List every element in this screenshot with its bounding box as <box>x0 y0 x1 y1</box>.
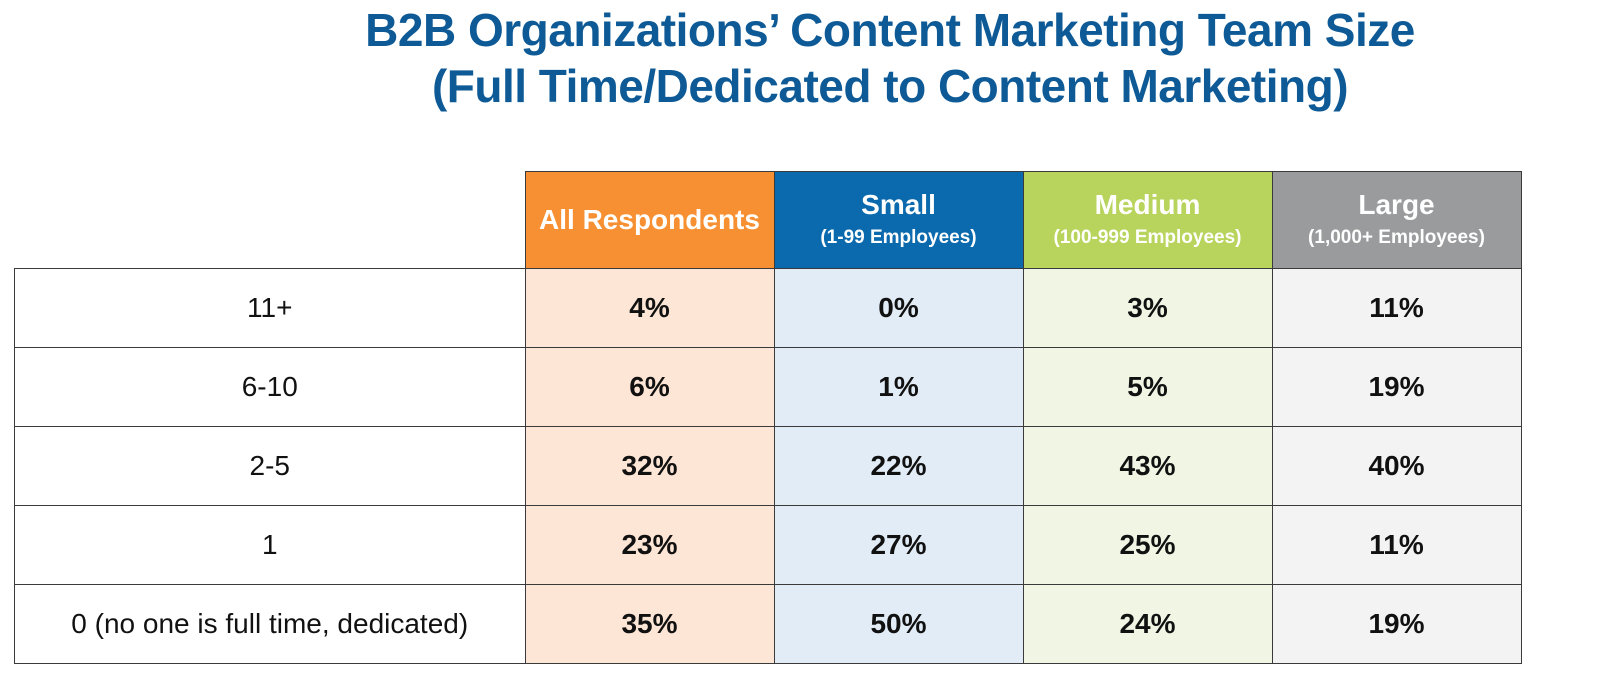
value-cell: 19% <box>1271 347 1522 427</box>
column-header-all-respondents: All Respondents <box>524 171 775 269</box>
row-label: 6-10 <box>14 347 526 427</box>
value-cell: 22% <box>773 426 1024 506</box>
column-header-label: Medium <box>1094 189 1201 220</box>
header-corner <box>15 172 526 269</box>
value-cell: 40% <box>1271 426 1522 506</box>
table-row: 1 23% 27% 25% 11% <box>14 505 1522 585</box>
value-cell: 27% <box>773 505 1024 585</box>
chart-title-line-1: B2B Organizations’ Content Marketing Tea… <box>365 4 1415 56</box>
column-header-subtitle: (100-999 Employees) <box>1053 227 1242 248</box>
column-header-medium: Medium (100-999 Employees) <box>1022 171 1273 269</box>
row-label: 1 <box>14 505 526 585</box>
column-header-label: Large <box>1358 189 1435 220</box>
value-cell: 43% <box>1022 426 1273 506</box>
value-cell: 25% <box>1022 505 1273 585</box>
value-cell: 11% <box>1271 505 1522 585</box>
column-header-label: Small <box>861 189 936 220</box>
table-row: 0 (no one is full time, dedicated) 35% 5… <box>14 584 1522 664</box>
column-header-label: All Respondents <box>539 204 760 235</box>
team-size-table: All Respondents Small (1-99 Employees) M… <box>14 171 1522 664</box>
value-cell: 35% <box>524 584 775 664</box>
table-row: 2-5 32% 22% 43% 40% <box>14 426 1522 506</box>
value-cell: 32% <box>524 426 775 506</box>
value-cell: 1% <box>773 347 1024 427</box>
column-header-small: Small (1-99 Employees) <box>773 171 1024 269</box>
value-cell: 4% <box>524 268 775 348</box>
chart-title: B2B Organizations’ Content Marketing Tea… <box>340 2 1440 114</box>
header-row: All Respondents Small (1-99 Employees) M… <box>15 171 1522 269</box>
value-cell: 19% <box>1271 584 1522 664</box>
table-row: 11+ 4% 0% 3% 11% <box>14 268 1522 348</box>
row-label: 11+ <box>14 268 526 348</box>
value-cell: 11% <box>1271 268 1522 348</box>
value-cell: 5% <box>1022 347 1273 427</box>
value-cell: 6% <box>524 347 775 427</box>
value-cell: 23% <box>524 505 775 585</box>
value-cell: 0% <box>773 268 1024 348</box>
table-row: 6-10 6% 1% 5% 19% <box>14 347 1522 427</box>
column-header-large: Large (1,000+ Employees) <box>1271 171 1522 269</box>
column-header-subtitle: (1-99 Employees) <box>820 227 977 248</box>
value-cell: 50% <box>773 584 1024 664</box>
chart-title-line-2: (Full Time/Dedicated to Content Marketin… <box>431 60 1349 112</box>
row-label: 0 (no one is full time, dedicated) <box>14 584 526 664</box>
value-cell: 24% <box>1022 584 1273 664</box>
column-header-subtitle: (1,000+ Employees) <box>1308 227 1485 248</box>
row-label: 2-5 <box>14 426 526 506</box>
value-cell: 3% <box>1022 268 1273 348</box>
